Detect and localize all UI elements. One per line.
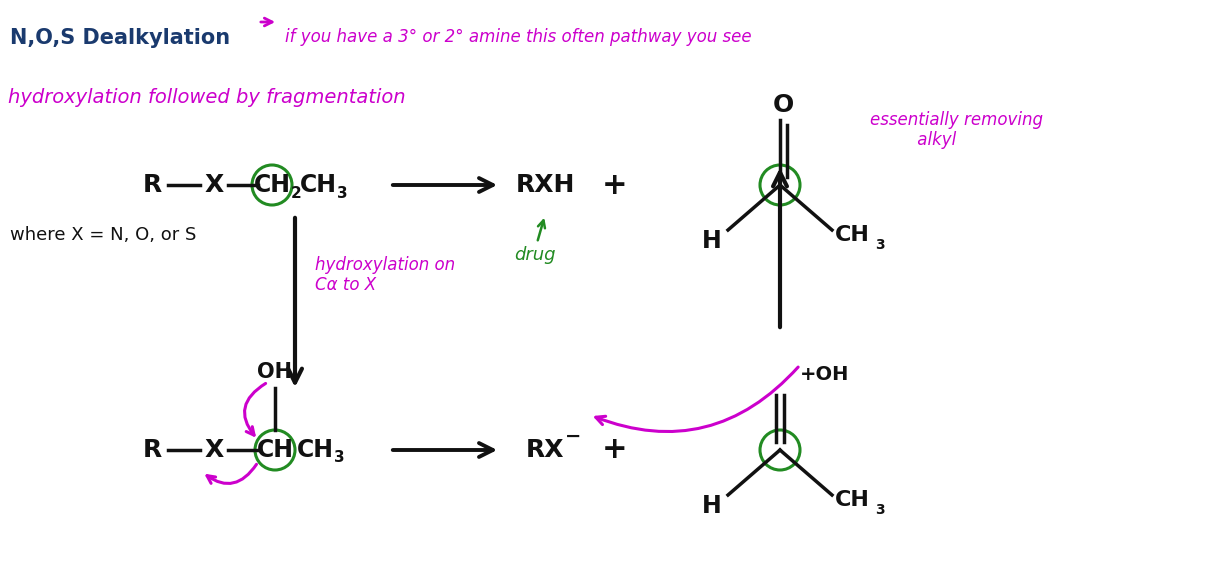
Text: where X = N, O, or S: where X = N, O, or S	[10, 226, 196, 244]
Text: +OH: +OH	[801, 366, 850, 384]
Text: hydroxylation on
Cα to X: hydroxylation on Cα to X	[315, 256, 455, 294]
Text: 2: 2	[291, 186, 302, 200]
Text: X: X	[205, 438, 224, 462]
Text: 3: 3	[875, 238, 885, 252]
Text: R: R	[143, 438, 161, 462]
Text: X: X	[205, 173, 224, 197]
Text: CH: CH	[297, 438, 334, 462]
Text: 3: 3	[336, 186, 347, 200]
Text: −: −	[564, 427, 582, 445]
Text: H: H	[702, 494, 722, 518]
Text: essentially removing
         alkyl: essentially removing alkyl	[870, 110, 1044, 149]
Text: OH: OH	[257, 362, 292, 382]
Text: +: +	[602, 170, 628, 199]
Text: H: H	[702, 229, 722, 253]
Text: drug: drug	[514, 246, 556, 264]
Text: R: R	[143, 173, 161, 197]
Text: +: +	[602, 435, 628, 465]
Text: CH: CH	[834, 225, 870, 245]
Text: 3: 3	[334, 451, 344, 465]
Text: CH: CH	[299, 173, 336, 197]
Text: RX: RX	[526, 438, 564, 462]
Text: CH: CH	[834, 490, 870, 510]
Text: CH: CH	[254, 173, 291, 197]
Text: RXH: RXH	[515, 173, 574, 197]
Text: hydroxylation followed by fragmentation: hydroxylation followed by fragmentation	[7, 88, 405, 107]
Text: O: O	[772, 93, 793, 117]
Text: CH: CH	[256, 438, 293, 462]
Text: N,O,S Dealkylation: N,O,S Dealkylation	[10, 28, 230, 48]
Text: 3: 3	[875, 503, 885, 517]
Text: if you have a 3° or 2° amine this often pathway you see: if you have a 3° or 2° amine this often …	[285, 28, 752, 46]
